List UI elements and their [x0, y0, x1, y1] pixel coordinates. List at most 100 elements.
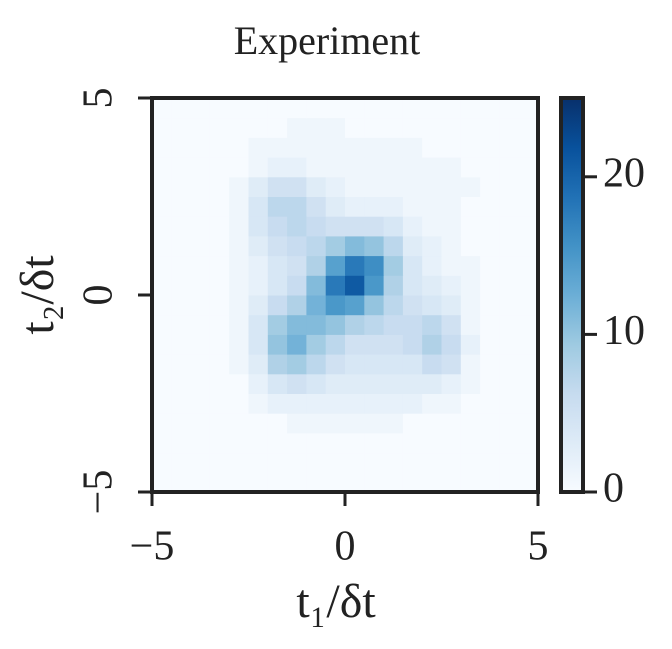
heatmap-cell: [248, 452, 269, 473]
heatmap-cell: [152, 314, 172, 335]
heatmap-cell: [209, 432, 230, 454]
heatmap-cell: [171, 432, 192, 454]
heatmap-cell: [267, 157, 288, 178]
heatmap-cell: [460, 393, 481, 414]
heatmap-cell: [287, 354, 307, 375]
heatmap-cell: [248, 373, 269, 394]
heatmap-cell: [480, 275, 500, 296]
heatmap-cell: [229, 354, 249, 375]
heatmap-cell: [267, 373, 288, 394]
heatmap-cell: [171, 373, 192, 394]
heatmap-cell: [460, 472, 481, 493]
heatmap-cell: [209, 413, 230, 434]
heatmap-cell: [325, 334, 346, 355]
heatmap-cell: [402, 275, 423, 296]
heatmap-cell: [383, 235, 404, 257]
heatmap-cell: [402, 216, 423, 237]
heatmap-cell: [229, 255, 249, 276]
heatmap-cell: [209, 196, 230, 217]
heatmap-cell: [267, 216, 288, 237]
heatmap-cell: [383, 157, 404, 178]
heatmap-cell: [306, 98, 327, 119]
heatmap-cell: [480, 98, 500, 119]
heatmap-cell: [499, 275, 520, 296]
heatmap-cell: [480, 196, 500, 217]
heatmap-cell: [287, 373, 307, 394]
heatmap-cell: [209, 314, 230, 335]
heatmap-cell: [518, 314, 539, 335]
heatmap-cell: [402, 452, 423, 473]
heatmap-cell: [518, 354, 539, 375]
heatmap-cell: [441, 472, 462, 493]
heatmap-cell: [209, 472, 230, 493]
heatmap-cell: [441, 314, 462, 335]
heatmap-cell: [209, 373, 230, 394]
heatmap-cell: [248, 137, 269, 158]
heatmap-cell: [499, 452, 520, 473]
heatmap-cell: [171, 295, 192, 316]
heatmap-cell: [460, 295, 481, 316]
heatmap-cell: [364, 373, 385, 394]
heatmap-cell: [383, 413, 404, 434]
heatmap-cell: [152, 157, 172, 178]
heatmap-cell: [325, 354, 346, 375]
heatmap-cell: [190, 117, 211, 138]
heatmap-cell: [325, 393, 346, 414]
heatmap-cell: [345, 314, 365, 335]
heatmap-cell: [364, 472, 385, 493]
heatmap-cell: [229, 373, 249, 394]
heatmap-cell: [229, 472, 249, 493]
heatmap-cell: [287, 472, 307, 493]
heatmap-cell: [422, 216, 442, 237]
heatmap-cell: [518, 157, 539, 178]
heatmap-cell: [460, 216, 481, 237]
heatmap-cell: [152, 235, 172, 257]
heatmap-cell: [422, 393, 442, 414]
heatmap-cell: [306, 196, 327, 217]
heatmap-cell: [518, 452, 539, 473]
heatmap-cell: [306, 295, 327, 316]
heatmap-cell: [383, 452, 404, 473]
heatmap-cell: [345, 432, 365, 454]
heatmap-cell: [306, 235, 327, 257]
heatmap-cell: [499, 295, 520, 316]
heatmap-cell: [499, 98, 520, 119]
heatmap-cell: [152, 275, 172, 296]
heatmap-cell: [480, 137, 500, 158]
heatmap-cell: [402, 314, 423, 335]
heatmap-cell: [499, 255, 520, 276]
heatmap-cell: [209, 452, 230, 473]
heatmap-cell: [325, 452, 346, 473]
heatmap-cell: [325, 176, 346, 197]
heatmap-cell: [190, 235, 211, 257]
heatmap-cell: [383, 98, 404, 119]
heatmap-cell: [364, 196, 385, 217]
heatmap-cell: [383, 196, 404, 217]
heatmap-cell: [480, 216, 500, 237]
heatmap-cell: [325, 295, 346, 316]
heatmap-cell: [248, 393, 269, 414]
heatmap-cell: [229, 314, 249, 335]
y-tick-label: 5: [76, 88, 122, 109]
heatmap-cell: [152, 452, 172, 473]
heatmap-cell: [402, 472, 423, 493]
heatmap-cell: [267, 334, 288, 355]
heatmap-cell: [248, 334, 269, 355]
heatmap-cell: [267, 393, 288, 414]
heatmap-cell: [171, 117, 192, 138]
heatmap-cell: [499, 472, 520, 493]
heatmap-cell: [480, 393, 500, 414]
heatmap-cell: [209, 157, 230, 178]
heatmap-cell: [152, 216, 172, 237]
heatmap-cell: [460, 117, 481, 138]
heatmap-cell: [267, 432, 288, 454]
heatmap-cell: [441, 137, 462, 158]
heatmap-cell: [402, 393, 423, 414]
heatmap-cell: [171, 216, 192, 237]
heatmap-cell: [287, 295, 307, 316]
heatmap-cell: [441, 98, 462, 119]
heatmap-cell: [229, 393, 249, 414]
heatmap-cell: [402, 176, 423, 197]
heatmap-cell: [499, 432, 520, 454]
heatmap-cell: [152, 432, 172, 454]
